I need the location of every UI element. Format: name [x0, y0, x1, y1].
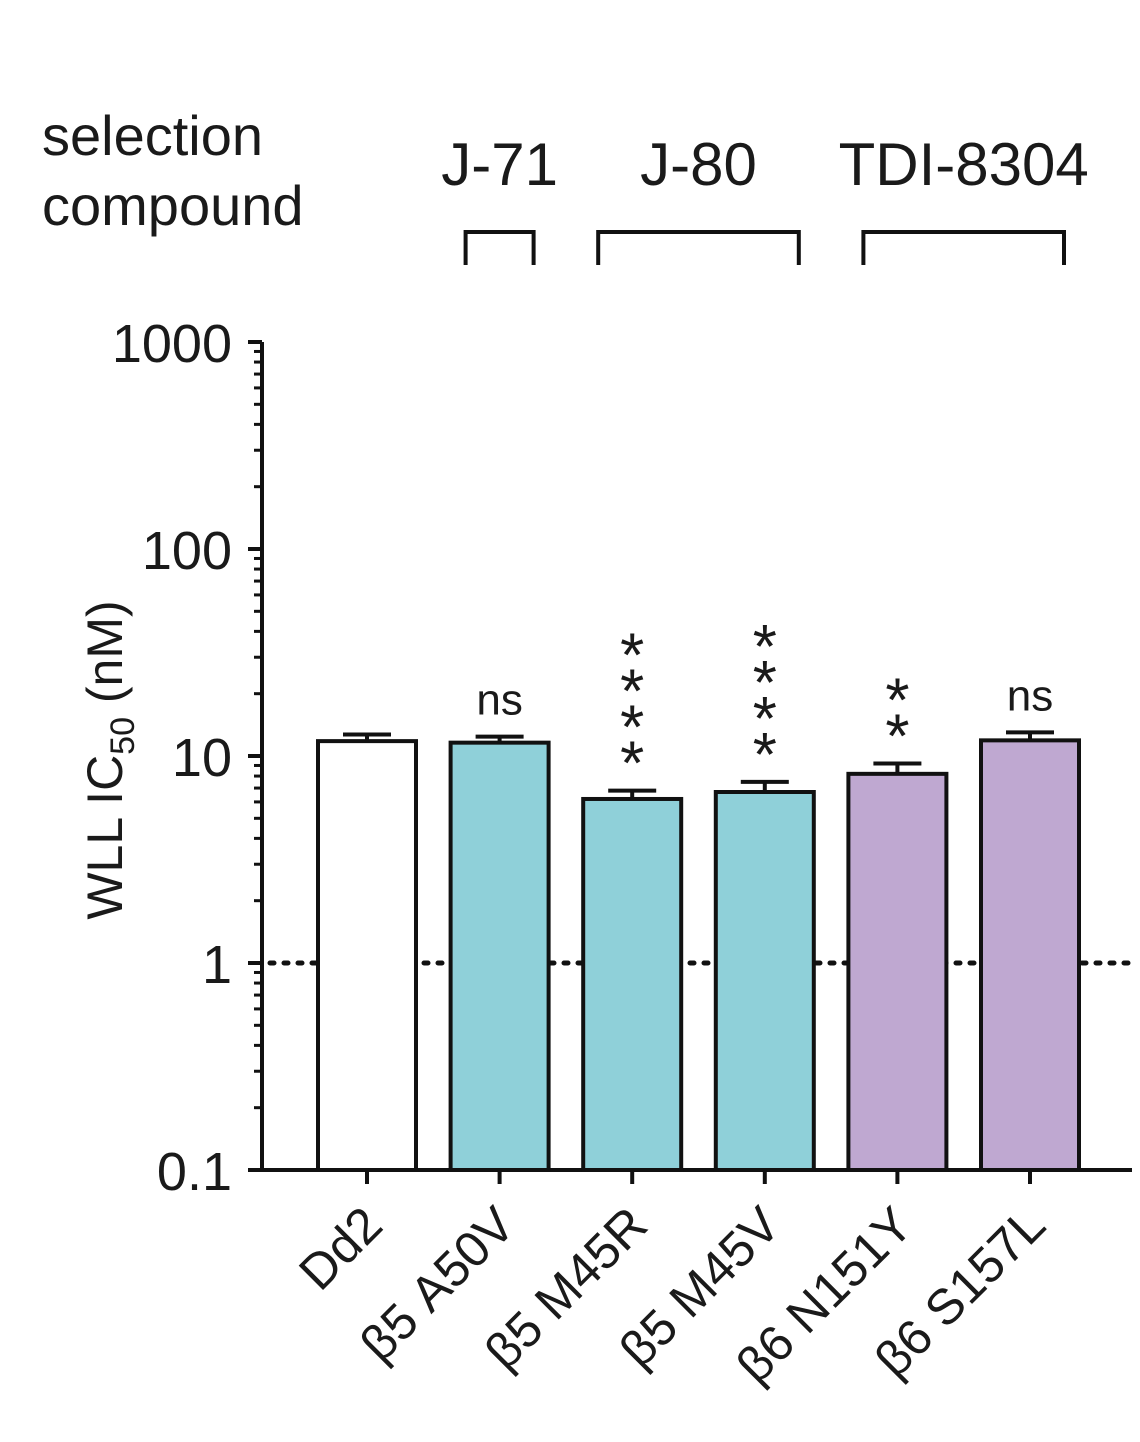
bar	[581, 796, 684, 1172]
significance-star: *	[885, 702, 909, 771]
bar-group: ns	[448, 676, 551, 1173]
x-category-label: Dd2	[288, 1196, 392, 1300]
bar-group: ns	[979, 671, 1081, 1172]
significance-label: ns	[1007, 671, 1053, 720]
group-label: TDI-8304	[839, 131, 1089, 198]
group-bracket	[463, 230, 536, 265]
selection-label-line2: compound	[42, 174, 304, 237]
bar-group	[316, 732, 418, 1172]
bars: ns********** ns	[316, 613, 1081, 1173]
bar	[448, 740, 551, 1173]
significance-star: *	[753, 685, 777, 754]
y-tick-label: 1000	[112, 314, 232, 374]
bar	[713, 790, 816, 1172]
significance-star: *	[620, 622, 644, 691]
y-tick-label: 10	[172, 728, 232, 788]
selection-label-line1: selection	[42, 104, 263, 167]
y-axis: 0.1 1 10 100 1000	[112, 314, 1132, 1202]
significance-star: *	[753, 721, 777, 790]
bar-group: ****	[713, 613, 816, 1172]
bar-group: ****	[581, 622, 684, 1172]
bar-group: **	[846, 666, 949, 1172]
y-tick-label: 100	[142, 521, 232, 581]
bar	[316, 739, 418, 1172]
significance-star: *	[620, 730, 644, 799]
significance-star: *	[620, 694, 644, 763]
y-tick-label: 0.1	[157, 1142, 232, 1202]
group-label: J-80	[640, 131, 757, 198]
significance-star: *	[885, 666, 909, 735]
significance-star: *	[620, 658, 644, 727]
y-tick-label: 1	[202, 935, 232, 995]
significance-star: *	[753, 613, 777, 682]
y-axis-title: WLL IC50 (nM)	[77, 600, 142, 919]
group-bracket	[596, 230, 801, 265]
significance-label: ns	[476, 676, 522, 725]
bar	[979, 738, 1081, 1172]
group-bracket	[861, 230, 1066, 265]
selection-compound-groups: J-71 J-80 TDI-8304	[441, 131, 1089, 265]
bar	[846, 771, 949, 1172]
group-label: J-71	[441, 131, 558, 198]
significance-star: *	[753, 649, 777, 718]
